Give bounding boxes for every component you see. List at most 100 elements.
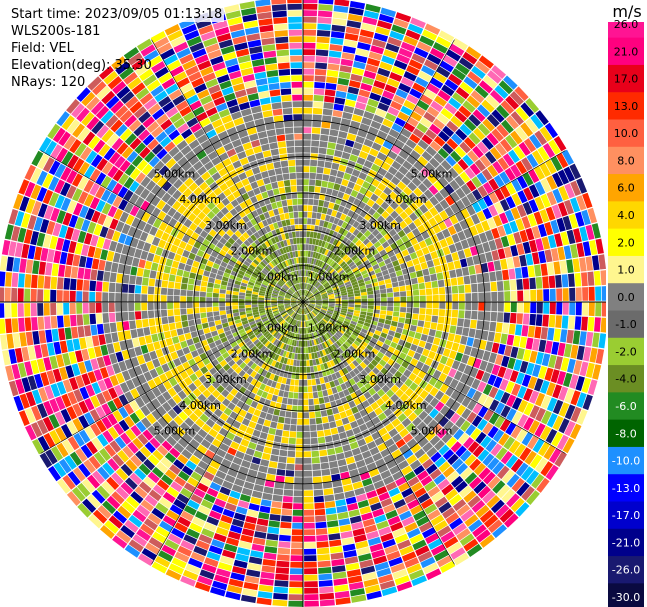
velocity-gate <box>263 267 270 274</box>
velocity-gate <box>397 229 406 238</box>
velocity-gate <box>337 317 344 323</box>
velocity-gate <box>423 88 437 100</box>
velocity-gate <box>271 304 278 307</box>
velocity-gate <box>536 289 543 301</box>
velocity-gate <box>448 350 457 360</box>
velocity-gate <box>61 115 75 131</box>
velocity-gate <box>345 231 352 239</box>
velocity-gate <box>46 220 56 235</box>
velocity-gate <box>328 295 335 298</box>
velocity-gate <box>406 260 414 268</box>
velocity-gate <box>74 217 85 230</box>
velocity-gate <box>425 308 433 315</box>
velocity-gate <box>318 357 323 365</box>
velocity-gate <box>303 36 316 43</box>
velocity-gate <box>305 283 307 290</box>
velocity-gate <box>394 398 404 408</box>
velocity-gate <box>147 425 159 437</box>
velocity-gate <box>92 470 105 485</box>
velocity-gate <box>358 344 366 351</box>
velocity-gate <box>127 246 136 257</box>
velocity-gate <box>391 123 403 133</box>
velocity-gate <box>319 247 324 254</box>
velocity-gate <box>311 127 321 134</box>
velocity-gate <box>444 409 455 420</box>
velocity-gate <box>0 255 8 271</box>
velocity-gate <box>56 442 69 458</box>
velocity-gate <box>56 290 63 302</box>
velocity-gate <box>103 147 116 161</box>
velocity-gate <box>280 521 292 529</box>
velocity-gate <box>95 302 102 313</box>
velocity-gate <box>460 467 473 480</box>
velocity-gate <box>418 70 432 82</box>
velocity-gate <box>237 325 244 331</box>
velocity-gate <box>318 10 333 18</box>
velocity-gate <box>452 163 464 175</box>
velocity-gate <box>248 392 256 400</box>
velocity-gate <box>314 307 320 312</box>
velocity-gate <box>141 548 157 561</box>
velocity-gate <box>223 407 233 416</box>
velocity-gate <box>316 364 322 372</box>
velocity-gate <box>546 413 558 428</box>
velocity-gate <box>115 351 124 363</box>
velocity-gate <box>312 325 316 332</box>
velocity-gate <box>132 534 148 547</box>
velocity-gate <box>412 128 425 139</box>
velocity-gate <box>310 312 315 318</box>
velocity-gate <box>372 220 381 229</box>
velocity-gate <box>320 320 326 326</box>
velocity-gate <box>459 219 469 230</box>
velocity-gate <box>357 278 365 284</box>
velocity-gate <box>163 169 174 181</box>
velocity-gate <box>351 114 363 123</box>
velocity-gate <box>130 329 138 339</box>
velocity-gate <box>125 339 134 349</box>
velocity-gate <box>11 272 19 287</box>
velocity-gate <box>338 71 351 80</box>
velocity-gate <box>404 355 413 363</box>
velocity-gate <box>293 386 299 393</box>
velocity-gate <box>119 110 133 123</box>
velocity-gate <box>24 288 31 302</box>
velocity-gate <box>256 278 263 284</box>
velocity-gate <box>254 365 261 373</box>
velocity-gate <box>499 508 514 523</box>
velocity-gate <box>151 143 164 155</box>
velocity-gate <box>25 198 36 214</box>
velocity-gate <box>575 211 585 227</box>
velocity-gate <box>284 300 291 302</box>
velocity-gate <box>174 476 187 487</box>
velocity-gate <box>320 410 328 417</box>
velocity-gate <box>351 406 359 414</box>
velocity-gate <box>338 328 345 335</box>
velocity-gate <box>247 360 254 368</box>
velocity-gate <box>135 276 143 285</box>
velocity-gate <box>332 156 341 164</box>
velocity-gate <box>303 302 305 308</box>
velocity-gate <box>336 279 343 285</box>
velocity-gate <box>579 361 589 377</box>
velocity-gate <box>314 292 320 296</box>
velocity-gate <box>417 156 429 167</box>
velocity-gate <box>155 366 164 376</box>
velocity-gate <box>482 241 491 253</box>
velocity-gate <box>271 415 279 423</box>
velocity-gate <box>193 433 204 444</box>
velocity-gate <box>321 319 327 325</box>
velocity-gate <box>314 186 321 193</box>
velocity-gate <box>450 133 463 146</box>
velocity-gate <box>372 392 381 402</box>
velocity-gate <box>500 138 513 153</box>
velocity-gate <box>220 261 228 268</box>
velocity-gate <box>332 315 338 320</box>
velocity-gate <box>411 575 427 587</box>
velocity-gate <box>11 364 21 380</box>
velocity-gate <box>107 426 119 440</box>
velocity-gate <box>487 217 497 229</box>
velocity-gate <box>187 499 200 510</box>
velocity-gate <box>363 160 373 169</box>
velocity-gate <box>507 233 516 246</box>
velocity-gate <box>303 23 317 30</box>
